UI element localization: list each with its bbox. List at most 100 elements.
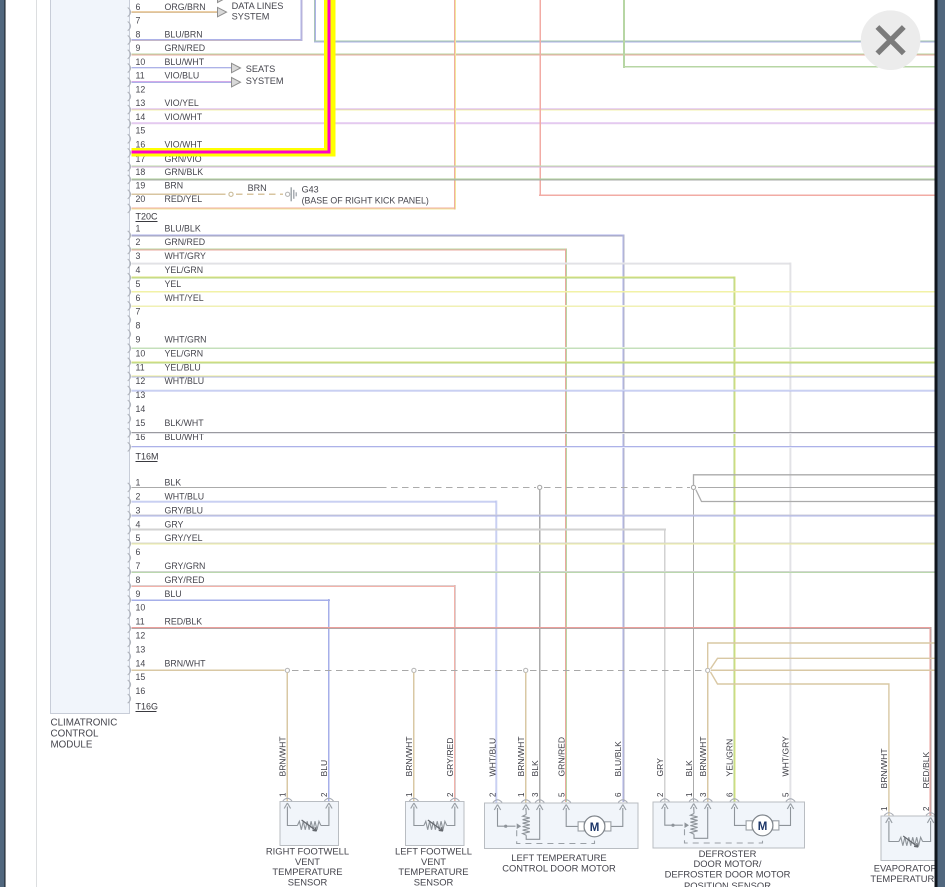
svg-text:TEMPERATURE: TEMPERATURE xyxy=(870,873,940,884)
svg-text:9: 9 xyxy=(136,335,141,345)
svg-text:MODULE: MODULE xyxy=(51,739,93,750)
svg-text:VIO/WHT: VIO/WHT xyxy=(165,140,203,150)
svg-text:T20C: T20C xyxy=(136,212,159,222)
svg-text:8: 8 xyxy=(136,29,141,39)
svg-text:GRN/RED: GRN/RED xyxy=(165,43,206,53)
svg-text:16: 16 xyxy=(136,432,146,442)
svg-text:DEFROSTER DOOR MOTOR: DEFROSTER DOOR MOTOR xyxy=(665,868,791,879)
svg-text:16: 16 xyxy=(136,140,146,150)
svg-text:BLK: BLK xyxy=(684,760,694,777)
svg-text:6: 6 xyxy=(726,792,735,797)
svg-text:T16M: T16M xyxy=(136,452,159,462)
svg-text:7: 7 xyxy=(136,307,141,317)
svg-text:19: 19 xyxy=(136,181,146,191)
svg-text:YEL/GRN: YEL/GRN xyxy=(725,739,735,777)
svg-text:WHT/GRY: WHT/GRY xyxy=(781,736,791,777)
svg-text:RIGHT FOOTWELL: RIGHT FOOTWELL xyxy=(266,846,349,857)
svg-text:6: 6 xyxy=(614,792,623,797)
svg-text:10: 10 xyxy=(136,57,146,67)
svg-text:12: 12 xyxy=(136,376,146,386)
svg-text:1: 1 xyxy=(279,792,288,797)
svg-text:YEL/BLU: YEL/BLU xyxy=(165,362,201,372)
svg-text:2: 2 xyxy=(136,237,141,247)
svg-text:CONTROL DOOR MOTOR: CONTROL DOOR MOTOR xyxy=(502,863,616,874)
svg-text:SENSOR: SENSOR xyxy=(288,877,328,887)
svg-text:GRY/RED: GRY/RED xyxy=(165,575,205,585)
svg-text:BRN/WHT: BRN/WHT xyxy=(698,736,708,777)
svg-text:1: 1 xyxy=(136,478,141,488)
svg-text:2: 2 xyxy=(656,792,665,797)
svg-text:9: 9 xyxy=(136,43,141,53)
svg-text:11: 11 xyxy=(136,617,145,627)
svg-text:TEMPERATURE: TEMPERATURE xyxy=(272,866,342,877)
svg-text:3: 3 xyxy=(531,792,540,797)
svg-text:1: 1 xyxy=(517,792,526,797)
svg-text:BLU/WHT: BLU/WHT xyxy=(165,57,205,67)
svg-text:GRY: GRY xyxy=(165,519,184,529)
svg-text:15: 15 xyxy=(136,672,146,682)
svg-text:EVAPORATOR: EVAPORATOR xyxy=(874,863,938,874)
svg-text:7: 7 xyxy=(136,561,141,571)
svg-text:6: 6 xyxy=(136,2,141,12)
svg-text:GRN/RED: GRN/RED xyxy=(556,737,566,777)
svg-text:M: M xyxy=(758,821,768,833)
svg-text:10: 10 xyxy=(136,348,146,358)
svg-text:BLU/BLK: BLU/BLK xyxy=(613,741,623,777)
svg-text:11: 11 xyxy=(136,362,145,372)
svg-text:3: 3 xyxy=(136,251,141,261)
svg-text:TEMPERATURE: TEMPERATURE xyxy=(398,866,468,877)
svg-text:20: 20 xyxy=(136,194,146,204)
svg-text:GRY/BLU: GRY/BLU xyxy=(165,505,203,515)
svg-text:1: 1 xyxy=(685,792,694,797)
svg-text:T16G: T16G xyxy=(136,702,159,712)
svg-text:LEFT FOOTWELL: LEFT FOOTWELL xyxy=(395,846,472,857)
svg-text:M: M xyxy=(590,822,600,834)
svg-text:18: 18 xyxy=(136,167,146,177)
svg-text:BLK: BLK xyxy=(530,760,540,777)
svg-text:BRN: BRN xyxy=(165,181,184,191)
svg-text:13: 13 xyxy=(136,390,146,400)
svg-text:DEFROSTER: DEFROSTER xyxy=(699,848,757,859)
svg-text:16: 16 xyxy=(136,686,146,696)
svg-text:3: 3 xyxy=(136,505,141,515)
svg-text:17: 17 xyxy=(136,154,146,164)
svg-text:BLK: BLK xyxy=(165,478,182,488)
svg-text:11: 11 xyxy=(136,71,145,81)
svg-text:VIO/BLU: VIO/BLU xyxy=(165,71,200,81)
svg-text:BLK/WHT: BLK/WHT xyxy=(165,418,205,428)
svg-text:SEATS: SEATS xyxy=(246,64,275,74)
svg-text:RED/BLK: RED/BLK xyxy=(165,617,203,627)
svg-text:2: 2 xyxy=(922,806,931,811)
svg-text:13: 13 xyxy=(136,644,146,654)
svg-text:CLIMATRONIC: CLIMATRONIC xyxy=(51,717,118,728)
svg-text:YEL/GRN: YEL/GRN xyxy=(165,265,204,275)
svg-text:7: 7 xyxy=(136,16,141,26)
svg-text:G43: G43 xyxy=(302,185,319,195)
svg-text:13: 13 xyxy=(136,98,146,108)
svg-text:6: 6 xyxy=(136,547,141,557)
svg-text:WHT/BLU: WHT/BLU xyxy=(165,492,205,502)
svg-text:WHT/YEL: WHT/YEL xyxy=(165,293,204,303)
svg-text:5: 5 xyxy=(136,533,141,543)
svg-text:GRY/RED: GRY/RED xyxy=(445,738,455,777)
svg-text:3: 3 xyxy=(699,792,708,797)
svg-text:BRN/WHT: BRN/WHT xyxy=(278,736,288,777)
svg-text:BLU: BLU xyxy=(319,760,329,777)
svg-text:BRN/WHT: BRN/WHT xyxy=(516,736,526,777)
svg-text:2: 2 xyxy=(320,792,329,797)
svg-text:DOOR MOTOR/: DOOR MOTOR/ xyxy=(693,858,761,869)
svg-text:12: 12 xyxy=(136,631,146,641)
svg-text:2: 2 xyxy=(446,792,455,797)
svg-text:WHT/BLU: WHT/BLU xyxy=(165,376,205,386)
svg-text:BRN/WHT: BRN/WHT xyxy=(404,736,414,777)
svg-text:VIO/WHT: VIO/WHT xyxy=(165,112,203,122)
svg-text:5: 5 xyxy=(557,792,566,797)
svg-text:4: 4 xyxy=(136,265,141,275)
svg-text:VIO/YEL: VIO/YEL xyxy=(165,98,199,108)
svg-text:2: 2 xyxy=(489,792,498,797)
svg-text:15: 15 xyxy=(136,418,146,428)
svg-text:5: 5 xyxy=(782,792,791,797)
svg-text:WHT/GRY: WHT/GRY xyxy=(165,251,207,261)
svg-text:1: 1 xyxy=(136,223,141,233)
svg-text:BLU/BRN: BLU/BRN xyxy=(165,29,203,39)
